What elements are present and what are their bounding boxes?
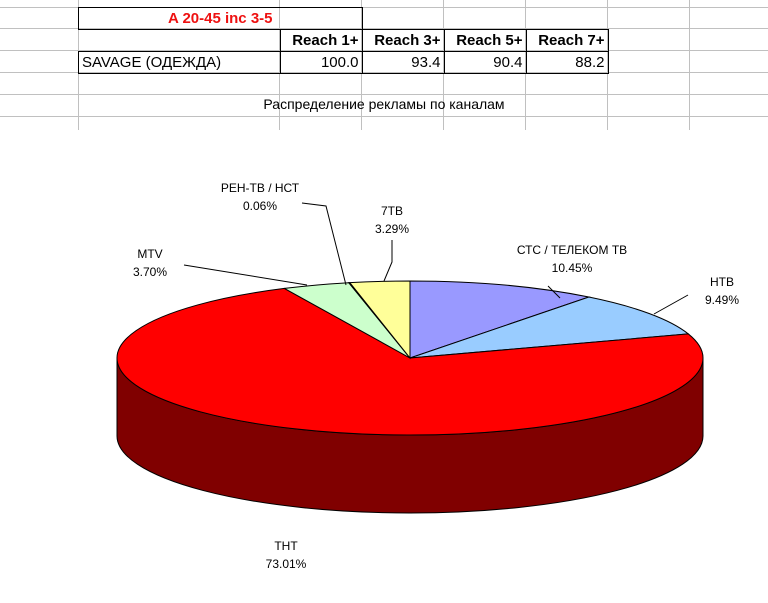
chart-title: Распределение рекламы по каналам: [263, 96, 505, 112]
cell-reach-3[interactable]: 93.4: [361, 51, 445, 74]
value-label-7тв: 3.29%: [375, 222, 409, 236]
label-тнт: ТНТ: [274, 539, 298, 553]
leader-line-рен-тв-нст: [301, 202, 347, 286]
leader-line-7тв: [383, 240, 393, 282]
slice-стс-телеком-тв: [409, 280, 591, 359]
label-7тв: 7ТВ: [381, 204, 403, 218]
label-нтв: НТВ: [710, 275, 734, 289]
label-рен-тв-нст: РЕН-ТВ / НСТ: [221, 181, 300, 195]
leader-line-стс-телеком-тв: [547, 285, 561, 299]
cell-reach-1[interactable]: 100.0: [279, 51, 363, 74]
reach-table: A 20-45 inc 3-5 Reach 1+ Reach 3+ Reach …: [78, 7, 609, 74]
label-стс-телеком-тв: СТС / ТЕЛЕКОМ ТВ: [517, 243, 627, 257]
header-reach-5[interactable]: Reach 5+: [443, 29, 527, 52]
row-label[interactable]: SAVAGE (ОДЕЖДА): [78, 51, 281, 74]
leader-line-нтв: [653, 294, 689, 315]
slice-7тв: [348, 280, 411, 360]
label-mtv: MTV: [137, 247, 162, 261]
value-label-стс-телеком-тв: 10.45%: [552, 261, 593, 275]
leader-line-mtv: [183, 264, 308, 286]
slice-тнт: [116, 287, 704, 436]
table-title[interactable]: A 20-45 inc 3-5: [78, 7, 363, 30]
cell-reach-5[interactable]: 90.4: [443, 51, 527, 74]
value-label-нтв: 9.49%: [705, 293, 739, 307]
value-label-рен-тв-нст: 0.06%: [243, 199, 277, 213]
slice-нтв: [409, 296, 690, 359]
cell-reach-7[interactable]: 88.2: [525, 51, 609, 74]
value-label-тнт: 73.01%: [266, 557, 307, 571]
value-label-mtv: 3.70%: [133, 265, 167, 279]
